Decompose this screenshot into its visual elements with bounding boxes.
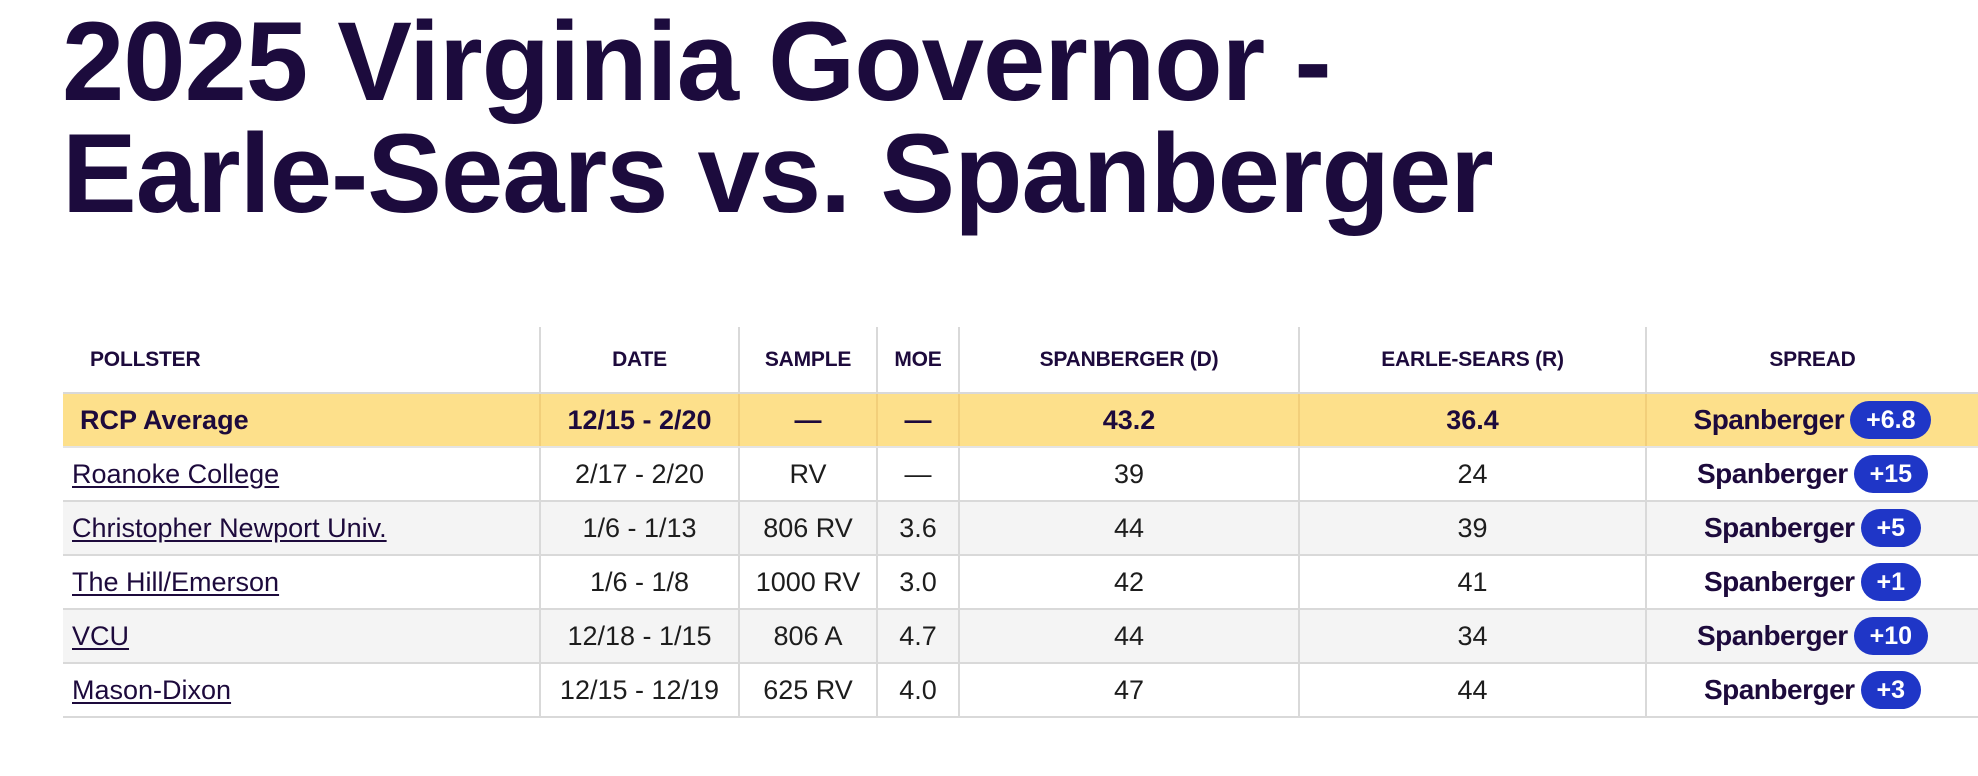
- pollster-name: RCP Average: [63, 393, 540, 448]
- pollster-cell: VCU: [63, 609, 540, 664]
- spread-cell: Spanberger +5: [1645, 501, 1978, 556]
- earle-sears-value: 39: [1298, 501, 1646, 556]
- poll-date: 2/17 - 2/20: [539, 447, 739, 502]
- spread-leader: Spanberger: [1703, 674, 1855, 705]
- page-title: 2025 Virginia Governor - Earle-Sears vs.…: [62, 6, 1762, 230]
- poll-sample: 1000 RV: [738, 555, 877, 610]
- earle-sears-value: 34: [1298, 609, 1646, 664]
- poll-moe: 3.6: [876, 501, 959, 556]
- polling-table: POLLSTER DATE SAMPLE MOE SPANBERGER (D) …: [63, 327, 1978, 718]
- poll-sample: 625 RV: [738, 663, 877, 718]
- poll-sample: 806 RV: [738, 501, 877, 556]
- table-row: The Hill/Emerson 1/6 - 1/8 1000 RV 3.0 4…: [63, 555, 1978, 610]
- rcp-average-row: RCP Average 12/15 - 2/20 — — 43.2 36.4 S…: [63, 393, 1978, 448]
- table-header-row: POLLSTER DATE SAMPLE MOE SPANBERGER (D) …: [63, 327, 1978, 394]
- poll-moe: —: [876, 393, 959, 448]
- earle-sears-value: 36.4: [1298, 393, 1646, 448]
- spread-badge: +15: [1853, 455, 1929, 493]
- page-title-line-1: 2025 Virginia Governor -: [62, 0, 1332, 124]
- spread-cell: Spanberger +3: [1645, 663, 1978, 718]
- table-row: VCU 12/18 - 1/15 806 A 4.7 44 34 Spanber…: [63, 609, 1978, 664]
- poll-date: 12/15 - 12/19: [539, 663, 739, 718]
- column-header-earle-sears[interactable]: EARLE-SEARS (R): [1298, 327, 1646, 394]
- spanberger-value: 43.2: [958, 393, 1299, 448]
- pollster-cell: The Hill/Emerson: [63, 555, 540, 610]
- pollster-link[interactable]: Roanoke College: [72, 458, 280, 489]
- spanberger-value: 44: [958, 609, 1299, 664]
- spread-badge: +3: [1860, 671, 1922, 709]
- spread-leader: Spanberger: [1693, 404, 1845, 435]
- spread-cell: Spanberger +1: [1645, 555, 1978, 610]
- earle-sears-value: 41: [1298, 555, 1646, 610]
- spread-badge: +1: [1860, 563, 1922, 601]
- pollster-cell: Christopher Newport Univ.: [63, 501, 540, 556]
- poll-date: 12/18 - 1/15: [539, 609, 739, 664]
- spanberger-value: 39: [958, 447, 1299, 502]
- table-row: Roanoke College 2/17 - 2/20 RV — 39 24 S…: [63, 447, 1978, 502]
- spread-cell: Spanberger +10: [1645, 609, 1978, 664]
- pollster-cell: Mason-Dixon: [63, 663, 540, 718]
- pollster-link[interactable]: The Hill/Emerson: [72, 566, 280, 597]
- column-header-spanberger[interactable]: SPANBERGER (D): [958, 327, 1299, 394]
- poll-date: 12/15 - 2/20: [539, 393, 739, 448]
- spread-badge: +10: [1853, 617, 1929, 655]
- poll-sample: —: [738, 393, 877, 448]
- column-header-moe[interactable]: MOE: [876, 327, 959, 394]
- spread-leader: Spanberger: [1696, 458, 1848, 489]
- poll-moe: —: [876, 447, 959, 502]
- spread-badge: +6.8: [1850, 401, 1932, 439]
- earle-sears-value: 24: [1298, 447, 1646, 502]
- table-row: Mason-Dixon 12/15 - 12/19 625 RV 4.0 47 …: [63, 663, 1978, 718]
- spread-leader: Spanberger: [1703, 512, 1855, 543]
- spread-cell: Spanberger +15: [1645, 447, 1978, 502]
- spread-cell: Spanberger +6.8: [1645, 393, 1978, 448]
- poll-moe: 3.0: [876, 555, 959, 610]
- poll-date: 1/6 - 1/13: [539, 501, 739, 556]
- column-header-spread[interactable]: SPREAD: [1645, 327, 1978, 394]
- table-row: Christopher Newport Univ. 1/6 - 1/13 806…: [63, 501, 1978, 556]
- pollster-link[interactable]: VCU: [72, 620, 130, 651]
- earle-sears-value: 44: [1298, 663, 1646, 718]
- pollster-cell: Roanoke College: [63, 447, 540, 502]
- spread-leader: Spanberger: [1696, 620, 1848, 651]
- column-header-date[interactable]: DATE: [539, 327, 739, 394]
- column-header-pollster[interactable]: POLLSTER: [63, 327, 540, 394]
- poll-sample: RV: [738, 447, 877, 502]
- spanberger-value: 44: [958, 501, 1299, 556]
- spread-leader: Spanberger: [1703, 566, 1855, 597]
- poll-moe: 4.0: [876, 663, 959, 718]
- poll-moe: 4.7: [876, 609, 959, 664]
- poll-date: 1/6 - 1/8: [539, 555, 739, 610]
- poll-sample: 806 A: [738, 609, 877, 664]
- spanberger-value: 42: [958, 555, 1299, 610]
- pollster-link[interactable]: Christopher Newport Univ.: [72, 512, 387, 543]
- page-title-line-2: Earle-Sears vs. Spanberger: [62, 111, 1494, 236]
- spread-badge: +5: [1860, 509, 1922, 547]
- pollster-link[interactable]: Mason-Dixon: [72, 674, 232, 705]
- column-header-sample[interactable]: SAMPLE: [738, 327, 877, 394]
- spanberger-value: 47: [958, 663, 1299, 718]
